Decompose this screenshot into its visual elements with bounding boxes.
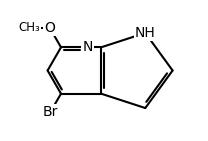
Text: O: O (44, 21, 55, 35)
Text: Br: Br (43, 105, 58, 119)
Text: NH: NH (135, 26, 156, 40)
Text: CH₃: CH₃ (19, 21, 40, 34)
Text: N: N (83, 40, 93, 54)
